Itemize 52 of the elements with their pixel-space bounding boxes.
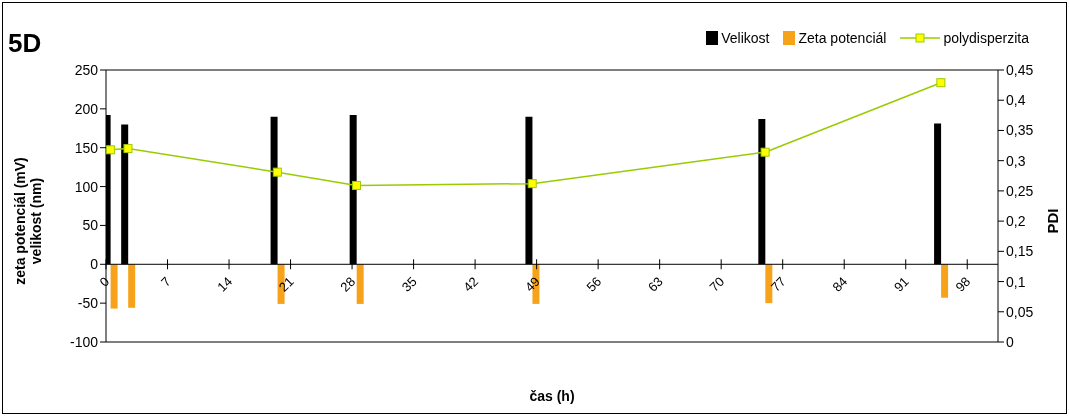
point bbox=[272, 167, 282, 177]
x-axis-title: čas (h) bbox=[529, 388, 575, 404]
y-tick-label: -50 bbox=[77, 295, 99, 312]
x-tick-label: 7 bbox=[157, 273, 174, 290]
y-tick-label: 100 bbox=[74, 178, 99, 195]
legend-label: Zeta potenciál bbox=[798, 30, 887, 46]
bar bbox=[941, 264, 949, 298]
y2-tick-label: 0,15 bbox=[1006, 243, 1034, 260]
y-tick-label: 150 bbox=[74, 139, 99, 156]
x-tick-label: 49 bbox=[521, 273, 543, 295]
y-tick-label: 50 bbox=[82, 217, 99, 234]
y-tick-label: 250 bbox=[74, 61, 99, 78]
x-tick-label: 98 bbox=[952, 273, 974, 295]
y2-tick-label: 0,2 bbox=[1006, 213, 1026, 230]
x-tick-label: 70 bbox=[706, 273, 728, 295]
y-tick-label: -100 bbox=[69, 333, 99, 350]
y2-tick-label: 0,4 bbox=[1006, 92, 1026, 109]
point bbox=[760, 147, 770, 157]
point bbox=[123, 144, 133, 154]
x-tick-label: 56 bbox=[583, 273, 605, 295]
x-tick-label: 91 bbox=[891, 273, 912, 295]
x-tick-label: 21 bbox=[275, 273, 297, 295]
point bbox=[106, 145, 115, 155]
y2-tick-label: 0,35 bbox=[1006, 122, 1034, 139]
x-tick-label: 35 bbox=[398, 273, 420, 295]
point bbox=[936, 78, 946, 88]
y2-tick-label: 0 bbox=[1006, 333, 1014, 350]
legend-label: polydisperzita bbox=[943, 30, 1029, 46]
bar bbox=[356, 264, 364, 304]
x-tick-label: 42 bbox=[460, 273, 482, 295]
point bbox=[527, 179, 537, 189]
y2-tick-label: 0,45 bbox=[1006, 61, 1034, 78]
y2-tick-label: 0,1 bbox=[1006, 273, 1026, 290]
y-tick-label: 200 bbox=[74, 100, 99, 117]
x-tick-label: 77 bbox=[767, 273, 789, 295]
legend-label: Velikost bbox=[721, 30, 770, 46]
chart-title: 5D bbox=[8, 28, 42, 59]
y2-axis-title: PDI bbox=[1043, 208, 1061, 234]
bar bbox=[128, 264, 136, 308]
x-tick-label: 14 bbox=[214, 273, 236, 295]
point bbox=[351, 180, 361, 190]
x-tick-label: 63 bbox=[644, 273, 666, 295]
y2-tick-label: 0,05 bbox=[1006, 303, 1034, 320]
y2-tick-label: 0,3 bbox=[1006, 152, 1026, 169]
y-tick-label: 0 bbox=[90, 256, 99, 273]
x-tick-label: 84 bbox=[829, 273, 851, 295]
bar bbox=[765, 264, 773, 304]
x-tick-label: 0 bbox=[96, 273, 113, 290]
y-axis-title: zeta potenciál (mV) velikost (nm) bbox=[12, 157, 44, 285]
y2-tick-label: 0,25 bbox=[1006, 182, 1034, 199]
x-tick-label: 28 bbox=[337, 273, 359, 295]
bar bbox=[110, 264, 118, 309]
